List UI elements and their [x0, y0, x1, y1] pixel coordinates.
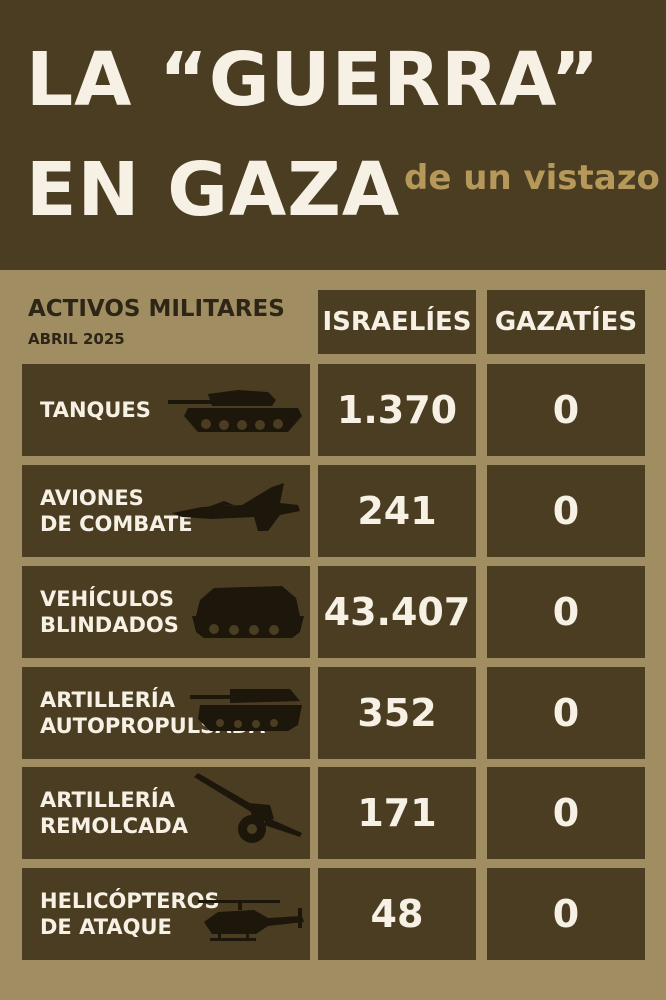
gazaties-cell: 0 [487, 566, 645, 658]
armored-vehicle-icon [192, 586, 304, 638]
gazaties-cell: 0 [487, 364, 645, 456]
row-label-cell: ARTILLERÍA REMOLCADA [22, 767, 310, 859]
israelies-value: 43.407 [323, 590, 471, 634]
gazaties-value: 0 [552, 489, 580, 533]
israelies-cell: 48 [318, 868, 476, 960]
table-row: ARTILLERÍA REMOLCADA 171 0 [0, 767, 666, 859]
israelies-value: 171 [357, 791, 437, 835]
table-row: VEHÍCULOS BLINDADOS 43.407 0 [0, 566, 666, 658]
gazaties-cell: 0 [487, 868, 645, 960]
israelies-value: 1.370 [336, 388, 458, 432]
israelies-value: 241 [357, 489, 437, 533]
table-row: AVIONES DE COMBATE 241 0 [0, 465, 666, 557]
table-row: HELICÓPTEROS DE ATAQUE 48 0 [0, 868, 666, 960]
section-title: ACTIVOS MILITARES [28, 296, 285, 322]
attack-helicopter-icon [198, 900, 304, 941]
gazaties-cell: 0 [487, 767, 645, 859]
towed-artillery-icon [194, 773, 302, 843]
row-label: ARTILLERÍA REMOLCADA [40, 788, 188, 838]
israelies-cell: 171 [318, 767, 476, 859]
gazaties-cell: 0 [487, 667, 645, 759]
gazaties-value: 0 [552, 791, 580, 835]
row-label: VEHÍCULOS BLINDADOS [40, 587, 179, 637]
gazaties-value: 0 [552, 892, 580, 936]
row-label-cell: HELICÓPTEROS DE ATAQUE [22, 868, 310, 960]
row-label-cell: ARTILLERÍA AUTOPROPULSADA [22, 667, 310, 759]
column-header-israelies: ISRAELÍES [318, 290, 476, 354]
gazaties-cell: 0 [487, 465, 645, 557]
subtitle: de un vistazo [404, 158, 660, 198]
row-label: TANQUES [40, 398, 151, 422]
section-date: ABRIL 2025 [28, 330, 125, 348]
gazaties-value: 0 [552, 590, 580, 634]
row-label: AVIONES DE COMBATE [40, 486, 193, 536]
israelies-cell: 352 [318, 667, 476, 759]
header-banner: LA “GUERRA” EN GAZA de un vistazo [0, 0, 666, 270]
israelies-cell: 1.370 [318, 364, 476, 456]
fighter-jet-icon [172, 483, 300, 531]
row-label: HELICÓPTEROS DE ATAQUE [40, 889, 220, 939]
table-row: ARTILLERÍA AUTOPROPULSADA 352 0 [0, 667, 666, 759]
table-row: TANQUES 1.370 0 [0, 364, 666, 456]
row-label-cell: VEHÍCULOS BLINDADOS [22, 566, 310, 658]
row-label-cell: TANQUES [22, 364, 310, 456]
israelies-cell: 241 [318, 465, 476, 557]
israelies-value: 352 [357, 691, 437, 735]
gazaties-value: 0 [552, 691, 580, 735]
israelies-value: 48 [370, 892, 424, 936]
title-line-1: LA “GUERRA” [26, 37, 601, 123]
gazaties-value: 0 [552, 388, 580, 432]
self-propelled-artillery-icon [190, 689, 302, 731]
title-line-2: EN GAZA [26, 147, 401, 233]
row-label-cell: AVIONES DE COMBATE [22, 465, 310, 557]
column-header-gazaties: GAZATÍES [487, 290, 645, 354]
israelies-cell: 43.407 [318, 566, 476, 658]
tank-icon [168, 390, 302, 432]
